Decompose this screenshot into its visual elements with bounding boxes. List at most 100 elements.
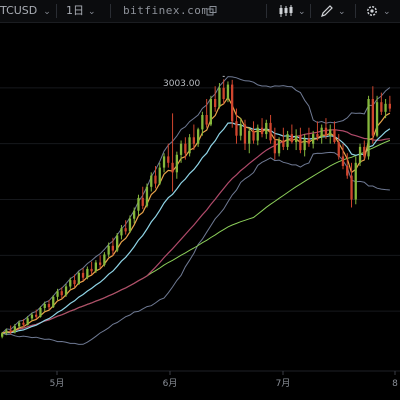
candle-body — [69, 280, 72, 287]
price-chart[interactable]: 3003.00 5月 6月 7月 8 — [0, 22, 400, 400]
settings-selector[interactable]: ⌄ — [365, 0, 391, 22]
candle-body — [380, 102, 383, 112]
divider — [56, 4, 57, 18]
chevron-down-icon: ⌄ — [88, 7, 96, 17]
x-tick-label: 8 — [392, 379, 398, 389]
candle-body — [107, 245, 110, 255]
candle-body — [282, 140, 285, 147]
candle-body — [354, 162, 357, 200]
candle-body — [252, 130, 255, 141]
chevron-down-icon: ⌄ — [43, 7, 51, 17]
candle-body — [60, 291, 63, 296]
candle-body — [243, 124, 247, 144]
candle-body — [303, 138, 306, 151]
candle-body — [273, 140, 276, 154]
candle-body — [265, 122, 268, 135]
chevron-down-icon: ⌄ — [338, 7, 346, 17]
candle-body — [320, 127, 323, 138]
ma-slow-line — [1, 129, 390, 334]
x-tick-label: 7月 — [276, 378, 291, 389]
divider — [355, 4, 356, 18]
bollinger-bands — [1, 76, 391, 345]
candle-body — [150, 175, 153, 187]
divider — [110, 4, 111, 18]
timeframe-selector[interactable]: 1日 ⌄ — [66, 0, 96, 22]
candle-body — [52, 296, 55, 308]
candle-body — [384, 103, 387, 112]
candle-body — [286, 134, 289, 147]
candle-body — [116, 235, 119, 251]
candle-body — [295, 135, 298, 143]
candle-body — [260, 127, 264, 135]
chevron-down-icon: ⌄ — [298, 7, 306, 17]
candle-body — [167, 156, 170, 163]
external-link-icon[interactable] — [206, 0, 218, 22]
divider — [310, 4, 311, 18]
divider — [266, 4, 267, 18]
candle-body — [329, 129, 332, 136]
candle-body — [9, 330, 12, 333]
ma-long-line — [1, 139, 391, 334]
candle-body — [226, 84, 230, 99]
candle-body — [333, 129, 336, 143]
candles-icon — [279, 5, 293, 17]
brand-link[interactable]: bitfinex.com — [123, 4, 209, 17]
drawing-tools-selector[interactable]: ⌄ — [320, 0, 346, 22]
candle-body — [235, 121, 238, 136]
chart-type-selector[interactable]: ⌄ — [278, 0, 306, 22]
timeframe-label: 1日 — [66, 4, 84, 17]
candle-body — [1, 333, 4, 337]
symbol-label: TCUSD — [0, 4, 38, 17]
candle-body — [94, 262, 97, 272]
candle-body — [133, 210, 136, 219]
candle-body — [337, 142, 340, 157]
candle-body — [209, 99, 212, 125]
candle-body — [26, 318, 29, 325]
pencil-icon — [321, 5, 333, 17]
candle-body — [73, 280, 76, 285]
candle-body — [64, 286, 68, 296]
candle-body — [120, 228, 123, 236]
bollinger-upper-line — [1, 76, 391, 334]
candle-body — [47, 304, 51, 308]
candle-body — [124, 228, 127, 232]
candle-body — [22, 322, 25, 325]
gear-icon — [367, 6, 377, 16]
candle-body — [388, 103, 391, 109]
candle-body — [154, 175, 157, 184]
candle-body — [192, 137, 195, 144]
candle-body — [56, 291, 59, 297]
candle-body — [197, 129, 200, 144]
candle-body — [214, 99, 217, 107]
candle-body — [367, 99, 370, 157]
moving-averages — [1, 96, 391, 334]
candle-body — [30, 314, 34, 319]
candle-body — [86, 268, 89, 278]
candle-body — [111, 245, 114, 251]
candle-body — [162, 156, 166, 168]
candle-body — [184, 143, 187, 154]
candle-body — [137, 197, 140, 211]
candle-body — [13, 326, 16, 333]
ma-mid-line — [2, 122, 391, 334]
candle-body — [248, 130, 251, 144]
candle-body — [218, 87, 221, 107]
candle-body — [316, 134, 319, 138]
candle-body — [35, 314, 38, 317]
candle-body — [205, 115, 208, 125]
candle-body — [222, 87, 225, 99]
ma-fast-line — [1, 96, 391, 334]
symbol-selector[interactable]: TCUSD ⌄ — [0, 0, 51, 22]
candle-body — [363, 146, 366, 157]
candle-body — [341, 156, 345, 166]
x-axis: 5月 6月 7月 8 — [50, 371, 398, 389]
candle-body — [346, 166, 349, 176]
candle-body — [171, 162, 174, 173]
high-price-label: 3003.00 — [163, 79, 200, 89]
candle-body — [375, 102, 379, 136]
candle-body — [99, 262, 102, 265]
candle-body — [307, 138, 310, 144]
candle-body — [18, 322, 21, 327]
candle-body — [371, 99, 374, 136]
candle-body — [256, 127, 259, 141]
